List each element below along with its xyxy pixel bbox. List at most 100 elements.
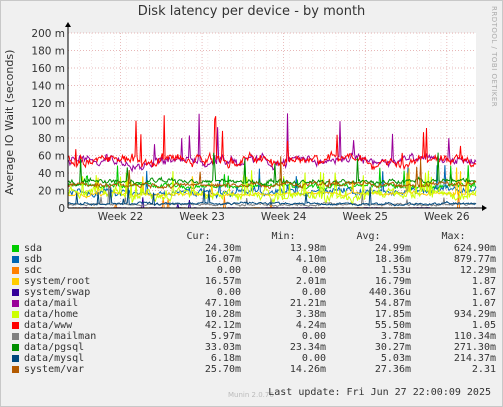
legend-cur-value: 42.12m bbox=[204, 320, 241, 331]
legend-cur-value: 33.03m bbox=[204, 342, 241, 353]
series-line-system-root bbox=[67, 167, 477, 199]
legend-table: Cur: Min: Avg: Max: sda 24.30m 13.98m 24.99… bbox=[12, 231, 496, 375]
legend-row: system/root 16.57m 2.01m 16.79m 1.87 bbox=[12, 276, 496, 287]
legend-series-name: data/mail bbox=[24, 298, 79, 309]
legend-swatch bbox=[12, 344, 19, 351]
legend-cur-value: 25.70m bbox=[204, 364, 241, 375]
legend-row: system/var 25.70m 14.26m 27.36m 2.31 bbox=[12, 364, 496, 375]
legend-series-name: system/var bbox=[24, 364, 85, 375]
y-tick-label: 140 m bbox=[31, 81, 65, 93]
legend-series-name: sda bbox=[24, 243, 43, 254]
legend-cur-value: 10.28m bbox=[204, 309, 241, 320]
legend-row: sda 24.30m 13.98m 24.99m 624.90m bbox=[12, 243, 496, 254]
munin-version: Munin 2.0.76 bbox=[228, 391, 274, 399]
legend-avg-value: 54.87m bbox=[374, 298, 411, 309]
legend-swatch bbox=[12, 355, 19, 362]
rrdtool-watermark: RRDTOOL / TOBI OETIKER bbox=[490, 6, 498, 108]
legend-max-value: 2.31 bbox=[471, 364, 496, 375]
last-update: Last update: Fri Jun 27 22:00:09 2025 bbox=[268, 387, 491, 398]
legend-min-value: 4.10m bbox=[295, 254, 326, 265]
legend-series-name: system/root bbox=[24, 276, 91, 287]
legend-max-value: 879.77m bbox=[453, 254, 496, 265]
legend-swatch bbox=[12, 245, 19, 252]
legend-cur-value: 0.00 bbox=[216, 265, 241, 276]
legend-swatch bbox=[12, 366, 19, 373]
legend-header-cur: Cur: bbox=[186, 231, 211, 242]
y-tick-label: 20 m bbox=[38, 186, 65, 198]
legend-min-value: 21.21m bbox=[289, 298, 326, 309]
legend-swatch bbox=[12, 278, 19, 285]
legend-avg-value: 17.85m bbox=[374, 309, 411, 320]
legend-min-value: 2.01m bbox=[295, 276, 326, 287]
legend-max-value: 1.07 bbox=[471, 298, 496, 309]
legend-row: system/swap 0.00 0.00 440.36u 1.67 bbox=[12, 287, 496, 298]
legend-cur-value: 5.97m bbox=[210, 331, 241, 342]
legend-max-value: 110.34m bbox=[453, 331, 496, 342]
series-line-data-www bbox=[67, 115, 477, 171]
y-tick-label: 120 m bbox=[31, 98, 65, 110]
legend-swatch bbox=[12, 322, 19, 329]
y-tick-label: 60 m bbox=[38, 151, 65, 163]
legend-avg-value: 55.50m bbox=[374, 320, 411, 331]
legend-row: data/pgsql 33.03m 23.34m 30.27m 271.30m bbox=[12, 342, 496, 353]
legend-max-value: 934.29m bbox=[453, 309, 496, 320]
legend-series-name: data/home bbox=[24, 309, 79, 320]
chart-title: Disk latency per device - by month bbox=[137, 4, 366, 19]
y-axis-arrow bbox=[65, 22, 71, 27]
legend-row: data/www 42.12m 4.24m 55.50m 1.05 bbox=[12, 320, 496, 331]
legend-series-name: data/pgsql bbox=[24, 342, 85, 353]
legend-avg-value: 27.36m bbox=[374, 364, 411, 375]
legend-avg-value: 24.99m bbox=[374, 243, 411, 254]
legend-cur-value: 16.57m bbox=[204, 276, 241, 287]
legend-max-value: 1.67 bbox=[471, 287, 496, 298]
legend-series-name: system/swap bbox=[24, 287, 91, 298]
legend-cur-value: 16.07m bbox=[204, 254, 241, 265]
legend-max-value: 1.05 bbox=[471, 320, 496, 331]
legend-swatch bbox=[12, 289, 19, 296]
legend-min-value: 3.38m bbox=[295, 309, 326, 320]
x-tick-label: Week 23 bbox=[179, 211, 224, 223]
legend-max-value: 12.29m bbox=[459, 265, 496, 276]
legend-max-value: 214.37m bbox=[453, 353, 496, 364]
y-tick-label: 0 bbox=[58, 203, 65, 215]
y-tick-label: 200 m bbox=[31, 28, 65, 40]
legend-cur-value: 47.10m bbox=[204, 298, 241, 309]
legend-header-avg: Avg: bbox=[356, 231, 381, 242]
series-line-system-var bbox=[67, 156, 477, 190]
legend-swatch bbox=[12, 300, 19, 307]
legend-avg-value: 30.27m bbox=[374, 342, 411, 353]
legend-min-value: 0.00 bbox=[301, 287, 326, 298]
legend-max-value: 1.87 bbox=[471, 276, 496, 287]
legend-swatch bbox=[12, 267, 19, 274]
legend-series-name: data/mailman bbox=[24, 331, 97, 342]
legend-cur-value: 0.00 bbox=[216, 287, 241, 298]
legend-swatch bbox=[12, 256, 19, 263]
legend-row: data/mail 47.10m 21.21m 54.87m 1.07 bbox=[12, 298, 496, 309]
legend-series-name: sdc bbox=[24, 265, 43, 276]
legend-avg-value: 5.03m bbox=[380, 353, 411, 364]
legend-min-value: 23.34m bbox=[289, 342, 326, 353]
series-line-data-pgsql bbox=[67, 152, 477, 187]
series-line-data-mysql bbox=[67, 186, 477, 207]
legend-max-value: 271.30m bbox=[453, 342, 496, 353]
legend-row: data/home 10.28m 3.38m 17.85m 934.29m bbox=[12, 309, 496, 320]
legend-swatch bbox=[12, 311, 19, 318]
x-tick-label: Week 22 bbox=[98, 211, 143, 223]
legend-avg-value: 440.36u bbox=[368, 287, 411, 298]
legend-avg-value: 18.36m bbox=[374, 254, 411, 265]
latency-chart: 0 20 m 40 m 60 m 80 m 100 m 120 m 140 m 160 m 180… bbox=[31, 22, 487, 223]
y-tick-label: 40 m bbox=[38, 168, 65, 180]
legend-cur-value: 6.18m bbox=[210, 353, 241, 364]
legend-swatch bbox=[12, 333, 19, 340]
legend-min-value: 13.98m bbox=[289, 243, 326, 254]
legend-avg-value: 16.79m bbox=[374, 276, 411, 287]
x-tick-label: Week 26 bbox=[424, 211, 470, 223]
legend-series-name: sdb bbox=[24, 254, 43, 265]
legend-min-value: 0.00 bbox=[301, 331, 326, 342]
legend-header-row: Cur: Min: Avg: Max: bbox=[12, 231, 492, 243]
legend-min-value: 0.00 bbox=[301, 265, 326, 276]
y-tick-label: 160 m bbox=[31, 63, 65, 75]
y-tick-label: 100 m bbox=[31, 116, 65, 128]
legend-header-min: Min: bbox=[271, 231, 296, 242]
legend-row: data/mailman 5.97m 0.00 3.78m 110.34m bbox=[12, 331, 496, 342]
